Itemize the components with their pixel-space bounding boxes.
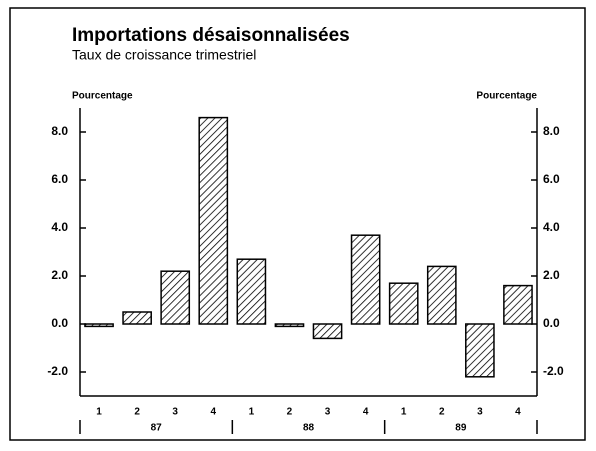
y-tick-label: 8.0 [51, 124, 68, 138]
x-tick-label: 1 [401, 407, 407, 418]
bar [388, 282, 419, 325]
bar [160, 270, 191, 325]
y2-tick-label: -2.0 [543, 364, 564, 378]
x-tick-label: 3 [325, 407, 331, 418]
x-tick-label: 4 [515, 407, 521, 418]
bar [465, 323, 495, 378]
x-tick-label: 2 [287, 407, 293, 418]
x-tick-label: 2 [439, 407, 445, 418]
y-tick-label: 6.0 [51, 172, 68, 186]
bar [426, 265, 457, 325]
bar [122, 311, 152, 325]
y2-tick-label: 2.0 [543, 268, 560, 282]
bar [312, 323, 343, 340]
y-tick-label: 2.0 [51, 268, 68, 282]
chart-subtitle: Taux de croissance trimestriel [72, 47, 256, 63]
bar [503, 284, 533, 325]
y2-tick-label: 4.0 [543, 220, 560, 234]
bar [274, 323, 305, 328]
x-tick-label: 4 [211, 407, 217, 418]
bar [198, 116, 229, 325]
bar [350, 234, 381, 325]
x-tick-label: 3 [172, 407, 178, 418]
y2-tick-label: 8.0 [543, 124, 560, 138]
frame [9, 7, 586, 441]
y2-axis-label: Pourcentage [476, 91, 537, 102]
year-label: 87 [151, 423, 163, 434]
y-axis-label: Pourcentage [72, 91, 133, 102]
year-label: 88 [303, 423, 315, 434]
bar [236, 258, 267, 325]
y2-tick-label: 0.0 [543, 316, 560, 330]
y-tick-label: 0.0 [51, 316, 68, 330]
y-tick-label: 4.0 [51, 220, 68, 234]
x-tick-label: 4 [363, 407, 369, 418]
year-label: 89 [455, 423, 467, 434]
x-tick-label: 1 [249, 407, 255, 418]
bar [84, 323, 114, 328]
x-tick-label: 1 [96, 407, 102, 418]
chart-title: Importations désaisonnalisées [72, 25, 350, 46]
y-tick-label: -2.0 [47, 364, 68, 378]
x-tick-label: 3 [477, 407, 483, 418]
x-tick-label: 2 [134, 407, 140, 418]
y2-tick-label: 6.0 [543, 172, 560, 186]
